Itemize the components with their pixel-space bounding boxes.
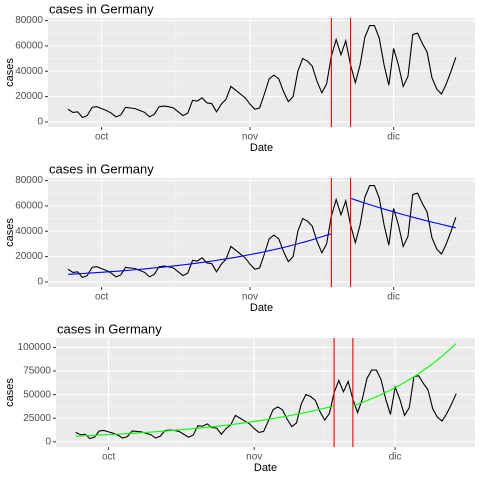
y-tick-label: 40000 <box>15 66 43 77</box>
y-tick-label: 80000 <box>15 175 43 186</box>
y-tick-label: 25000 <box>23 413 51 424</box>
chart-title: cases in Germany <box>57 321 162 336</box>
y-tick-label: 40000 <box>15 226 43 237</box>
y-tick-label: 80000 <box>15 15 43 26</box>
x-axis-title: Date <box>250 302 273 314</box>
y-tick-label: 20000 <box>15 251 43 262</box>
x-tick-label: nov <box>246 452 262 463</box>
y-axis-title: cases <box>4 378 16 407</box>
x-tick-label: oct <box>95 292 109 303</box>
y-axis-title: cases <box>4 58 16 87</box>
line-series <box>67 185 457 279</box>
chart-title: cases in Germany <box>49 1 154 16</box>
line-series <box>75 369 457 440</box>
y-tick-label: 60000 <box>15 41 43 52</box>
y-tick-label: 0 <box>45 436 51 447</box>
x-tick-label: nov <box>242 132 258 143</box>
line-series <box>67 25 457 119</box>
y-tick-label: 50000 <box>23 389 51 400</box>
x-tick-label: oct <box>102 452 116 463</box>
x-tick-label: dic <box>387 132 400 143</box>
x-tick-label: dic <box>389 452 402 463</box>
x-tick-label: nov <box>242 292 258 303</box>
plot-background <box>48 178 475 287</box>
plot-background <box>56 338 475 447</box>
x-axis-title: Date <box>250 142 273 154</box>
y-tick-label: 60000 <box>15 201 43 212</box>
y-axis-title: cases <box>4 218 16 247</box>
plot-background <box>48 18 475 127</box>
line-series <box>68 197 456 275</box>
x-tick-label: oct <box>95 132 109 143</box>
y-tick-label: 75000 <box>23 366 51 377</box>
line-series <box>75 343 457 437</box>
y-tick-label: 0 <box>37 277 43 288</box>
y-tick-label: 20000 <box>15 91 43 102</box>
y-tick-label: 0 <box>37 117 43 128</box>
x-tick-label: dic <box>387 292 400 303</box>
x-axis-title: Date <box>254 462 277 474</box>
chart-title: cases in Germany <box>49 161 154 176</box>
y-tick-label: 100000 <box>18 342 52 353</box>
